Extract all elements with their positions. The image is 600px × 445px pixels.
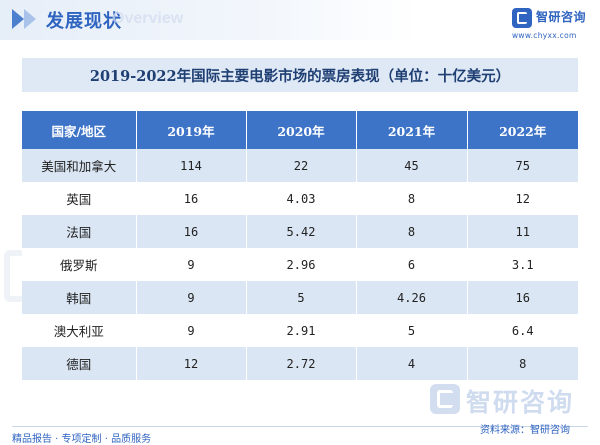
table-cell: 45 — [355, 149, 467, 182]
table-row: 法国 16 5.42 8 11 — [22, 215, 578, 248]
table-cell: 16 — [466, 281, 578, 314]
table-cell: 8 — [355, 182, 467, 215]
row-name: 美国和加拿大 — [22, 149, 136, 182]
column-header: 2021年 — [355, 111, 467, 149]
table-row: 英国 16 4.03 8 12 — [22, 182, 578, 215]
table-cell: 11 — [466, 215, 578, 248]
table-cell: 4.03 — [245, 182, 356, 215]
box-office-table: 国家/地区 2019年 2020年 2021年 2022年 美国和加拿大 114… — [22, 111, 578, 380]
section-subtitle: Overview — [112, 10, 184, 27]
table-cell: 12 — [135, 347, 246, 380]
table-cell: 5 — [355, 314, 467, 347]
table-cell: 5.42 — [245, 215, 356, 248]
footer-slogan: 精品报告 · 专项定制 · 品质服务 — [12, 434, 152, 445]
chevron-icon — [12, 9, 24, 29]
table-row: 澳大利亚 9 2.91 5 6.4 — [22, 314, 578, 347]
footer-source: 资料来源：智研咨询 — [480, 425, 570, 436]
row-name: 法国 — [22, 215, 136, 248]
table-cell: 2.96 — [245, 248, 356, 281]
table-cell: 16 — [135, 215, 246, 248]
column-header: 国家/地区 — [22, 111, 136, 149]
brand-logo-icon — [512, 8, 532, 28]
section-title: 发展现状 — [46, 11, 122, 32]
table-title: 2019-2022年国际主要电影市场的票房表现（单位：十亿美元） — [89, 67, 511, 85]
column-header: 2022年 — [466, 111, 578, 149]
row-name: 德国 — [22, 347, 136, 380]
table-title-banner: 2019-2022年国际主要电影市场的票房表现（单位：十亿美元） — [22, 58, 578, 92]
table-cell: 8 — [355, 215, 467, 248]
table-cell: 6 — [355, 248, 467, 281]
footer-divider — [12, 426, 588, 427]
table-cell: 9 — [135, 281, 246, 314]
table-cell: 6.4 — [466, 314, 578, 347]
table-cell: 114 — [135, 149, 246, 182]
table-row: 俄罗斯 9 2.96 6 3.1 — [22, 248, 578, 281]
table-cell: 9 — [135, 248, 246, 281]
table-row: 德国 12 2.72 4 8 — [22, 347, 578, 380]
row-name: 澳大利亚 — [22, 314, 136, 347]
brand-name: 智研咨询 — [536, 10, 587, 24]
table-cell: 2.91 — [245, 314, 356, 347]
table-cell: 9 — [135, 314, 246, 347]
column-header: 2019年 — [135, 111, 246, 149]
table-cell: 8 — [466, 347, 578, 380]
table-cell: 4 — [355, 347, 467, 380]
table-cell: 75 — [466, 149, 578, 182]
table-row: 美国和加拿大 114 22 45 75 — [22, 149, 578, 182]
chevron-icon — [24, 9, 36, 29]
table-cell: 22 — [245, 149, 356, 182]
row-name: 英国 — [22, 182, 136, 215]
table-cell: 2.72 — [245, 347, 356, 380]
table-row: 韩国 9 5 4.26 16 — [22, 281, 578, 314]
watermark-brand: 智研咨询 — [466, 388, 575, 417]
watermark-logo-icon — [430, 384, 460, 414]
table-cell: 3.1 — [466, 248, 578, 281]
row-name: 韩国 — [22, 281, 136, 314]
table-cell: 16 — [135, 182, 246, 215]
column-header: 2020年 — [245, 111, 356, 149]
table-header-row: 国家/地区 2019年 2020年 2021年 2022年 — [22, 111, 578, 149]
brand-url: www.chyxx.com — [512, 31, 577, 40]
header-bar — [0, 0, 600, 40]
table-cell: 4.26 — [355, 281, 467, 314]
row-name: 俄罗斯 — [22, 248, 136, 281]
table-cell: 5 — [245, 281, 356, 314]
table-cell: 12 — [466, 182, 578, 215]
